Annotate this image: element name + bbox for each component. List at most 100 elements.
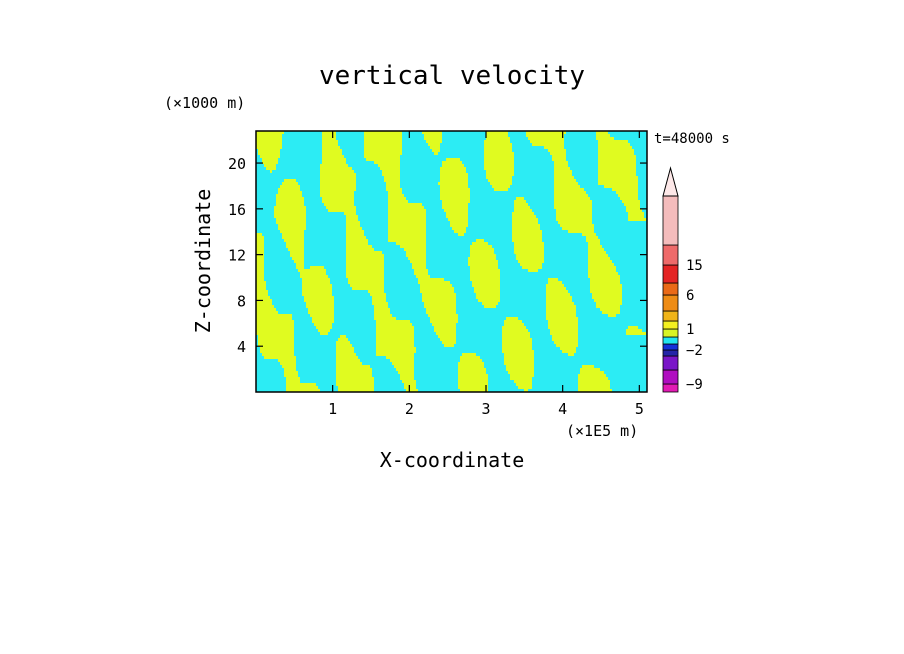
positive-velocity-cell	[320, 164, 348, 167]
y-axis-label: Z-coordinate	[191, 189, 215, 334]
colorbar-bin	[662, 355, 679, 371]
positive-velocity-cell	[556, 344, 578, 347]
positive-velocity-cell	[450, 224, 468, 227]
positive-velocity-cell	[434, 326, 456, 329]
positive-velocity-cell	[376, 350, 416, 353]
positive-velocity-cell	[458, 233, 464, 236]
positive-velocity-cell	[590, 281, 620, 284]
positive-velocity-cell	[528, 137, 564, 140]
positive-velocity-cell	[262, 353, 294, 356]
positive-velocity-cell	[282, 365, 296, 368]
positive-velocity-cell	[346, 218, 358, 221]
positive-velocity-cell	[556, 209, 592, 212]
positive-velocity-cell	[458, 383, 488, 386]
positive-velocity-cell	[364, 143, 402, 146]
colorbar-extend-arrow	[662, 166, 679, 197]
positive-velocity-cell	[258, 335, 294, 338]
positive-velocity-cell	[256, 296, 270, 299]
positive-velocity-cell	[260, 350, 294, 353]
positive-velocity-cell	[422, 296, 456, 299]
positive-velocity-cell	[264, 356, 296, 359]
positive-velocity-cell	[626, 209, 642, 212]
positive-velocity-cell	[256, 320, 294, 323]
positive-velocity-cell	[548, 278, 558, 281]
positive-velocity-cell	[364, 146, 402, 149]
positive-velocity-cell	[502, 341, 532, 344]
positive-velocity-cell	[472, 284, 500, 287]
positive-velocity-cell	[546, 287, 566, 290]
positive-velocity-cell	[598, 143, 630, 146]
positive-velocity-cell	[548, 149, 566, 152]
positive-velocity-cell	[370, 293, 386, 296]
positive-velocity-cell	[336, 356, 358, 359]
positive-velocity-cell	[256, 326, 294, 329]
positive-velocity-cell	[406, 251, 426, 254]
positive-velocity-cell	[420, 290, 454, 293]
positive-velocity-cell	[504, 359, 534, 362]
positive-velocity-cell	[598, 167, 636, 170]
positive-velocity-cell	[346, 242, 368, 245]
positive-velocity-cell	[548, 320, 578, 323]
positive-velocity-cell	[256, 248, 264, 251]
positive-velocity-cell	[320, 182, 356, 185]
positive-velocity-cell	[256, 236, 264, 239]
positive-velocity-cell	[512, 233, 542, 236]
positive-velocity-cell	[472, 281, 500, 284]
positive-velocity-cell	[320, 188, 356, 191]
positive-velocity-cell	[598, 140, 628, 143]
positive-velocity-cell	[302, 287, 332, 290]
x-axis-label: X-coordinate	[380, 448, 525, 472]
positive-velocity-cell	[484, 164, 514, 167]
positive-velocity-cell	[322, 137, 336, 140]
colorbar-label: 6	[686, 288, 694, 304]
positive-velocity-cell	[422, 293, 456, 296]
positive-velocity-cell	[322, 152, 342, 155]
positive-velocity-cell	[388, 221, 426, 224]
positive-velocity-cell	[504, 353, 534, 356]
positive-velocity-cell	[256, 317, 292, 320]
positive-velocity-cell	[442, 206, 468, 209]
positive-velocity-cell	[364, 131, 402, 134]
positive-velocity-cell	[526, 131, 566, 134]
positive-velocity-cell	[458, 368, 486, 371]
positive-velocity-cell	[434, 152, 438, 155]
positive-velocity-cell	[374, 305, 388, 308]
positive-velocity-cell	[256, 272, 264, 275]
positive-velocity-cell	[322, 143, 338, 146]
positive-velocity-cell	[546, 305, 576, 308]
positive-velocity-cell	[508, 371, 534, 374]
positive-velocity-cell	[546, 290, 568, 293]
positive-velocity-cell	[282, 182, 298, 185]
positive-velocity-cell	[554, 206, 592, 209]
positive-velocity-cell	[302, 278, 330, 281]
positive-velocity-cell	[568, 230, 594, 233]
positive-velocity-cell	[260, 155, 280, 158]
positive-velocity-cell	[518, 260, 544, 263]
positive-velocity-cell	[590, 284, 622, 287]
positive-velocity-cell	[406, 254, 426, 257]
positive-velocity-cell	[336, 383, 374, 386]
positive-velocity-cell	[548, 323, 578, 326]
positive-velocity-cell	[552, 158, 566, 161]
positive-velocity-cell	[532, 143, 564, 146]
positive-velocity-cell	[388, 197, 406, 200]
positive-velocity-cell	[554, 191, 586, 194]
positive-velocity-cell	[256, 254, 264, 257]
velocity-field	[256, 131, 646, 392]
positive-velocity-cell	[348, 278, 384, 281]
positive-velocity-cell	[554, 188, 584, 191]
positive-velocity-cell	[256, 290, 268, 293]
time-label: t=48000 s	[654, 131, 730, 147]
positive-velocity-cell	[308, 311, 334, 314]
positive-velocity-cell	[440, 179, 468, 182]
positive-velocity-cell	[588, 263, 614, 266]
positive-velocity-cell	[258, 149, 280, 152]
positive-velocity-cell	[486, 170, 514, 173]
positive-velocity-cell	[372, 296, 386, 299]
positive-velocity-cell	[468, 263, 498, 266]
x-tick-label: 3	[481, 400, 490, 418]
positive-velocity-cell	[598, 179, 638, 182]
positive-velocity-cell	[290, 254, 304, 257]
positive-velocity-cell	[512, 224, 540, 227]
positive-velocity-cell	[588, 272, 618, 275]
